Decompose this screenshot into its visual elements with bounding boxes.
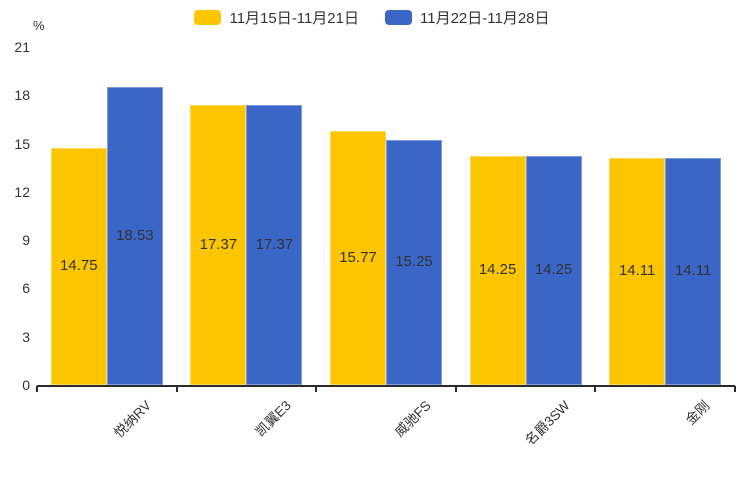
x-axis-tick [175,386,178,392]
y-axis-unit-label: % [33,18,45,33]
x-category-label-威驰FS[interactable]: 威驰FS [391,397,434,440]
x-axis-tick [734,386,736,392]
x-axis-tick [315,386,318,392]
y-tick-label: 21 [14,39,30,55]
bar-value-label: 17.37 [255,236,294,254]
bar-威驰FS-series-1[interactable] [386,139,442,385]
x-axis-tick [594,386,597,392]
legend-label: 11月15日-11月21日 [229,10,359,27]
y-tick-label: 3 [22,328,30,345]
x-category-label-悦纳RV[interactable]: 悦纳RV [111,397,155,441]
bar-value-label: 14.25 [534,261,573,279]
legend-item-1[interactable]: 11月22日-11月28日 [385,7,550,28]
bar-value-label: 18.53 [116,226,154,244]
bar-悦纳RV-series-1[interactable] [106,86,163,385]
x-category-label-名爵3SW[interactable]: 名爵3SW [522,397,574,449]
y-tick-label: 18 [14,87,30,104]
x-axis-line [37,385,735,387]
legend: 11月15日-11月21日 11月22日-11月28日 [0,7,744,28]
bar-value-label: 14.75 [60,257,98,275]
x-axis-tick [36,386,38,392]
x-category-label-金刚[interactable]: 金刚 [682,397,713,428]
bar-value-label: 14.11 [674,262,712,280]
y-tick-label: 12 [14,183,30,200]
legend-item-0[interactable]: 11月15日-11月21日 [194,7,359,28]
bar-value-label: 15.25 [395,253,433,271]
bar-威驰FS-series-0[interactable] [330,131,386,385]
bar-value-label: 17.37 [199,236,238,254]
y-tick-label: 9 [22,232,30,249]
legend-swatch-icon [385,10,412,25]
y-tick-label: 6 [22,280,30,297]
bar-凯翼E3-series-1[interactable] [246,105,303,385]
bar-凯翼E3-series-0[interactable] [190,105,247,385]
bar-名爵3SW-series-0[interactable] [469,155,526,385]
legend-swatch-icon [194,10,222,25]
x-axis-tick [454,386,457,392]
bar-悦纳RV-series-0[interactable] [50,147,107,385]
y-tick-label: 15 [14,135,30,152]
bar-value-label: 15.77 [339,249,377,267]
bar-value-label: 14.25 [478,261,517,279]
y-tick-label: 0 [22,377,30,393]
bar-名爵3SW-series-1[interactable] [525,155,582,385]
bar-value-label: 14.11 [618,262,656,280]
bar-金刚-series-0[interactable] [609,157,666,385]
x-category-label-凯翼E3[interactable]: 凯翼E3 [252,397,294,440]
bar-金刚-series-1[interactable] [665,157,722,385]
legend-label: 11月22日-11月28日 [420,10,550,27]
